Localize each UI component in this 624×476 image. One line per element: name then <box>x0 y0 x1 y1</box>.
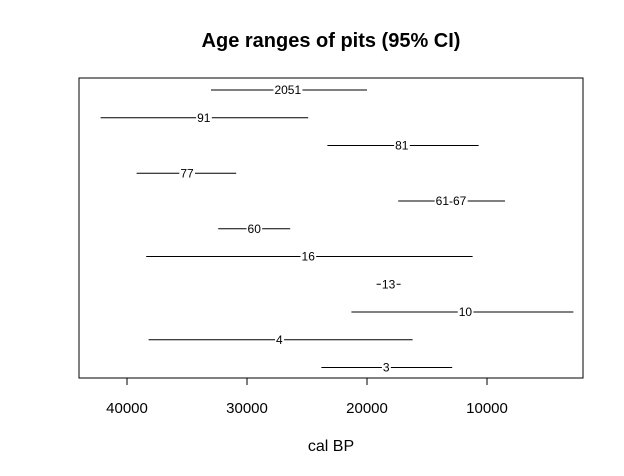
interval-label-bg <box>457 305 474 319</box>
x-tick-label: 30000 <box>226 400 268 417</box>
interval-label: 2051 <box>274 83 301 97</box>
interval-group: 2051 91 81 77 61-67 60 16 13 10 4 3 <box>100 83 574 375</box>
interval-label-bg <box>380 277 397 292</box>
interval-label: 91 <box>197 111 211 125</box>
interval-label-bg <box>196 110 212 125</box>
x-tick-label: 20000 <box>346 400 388 417</box>
interval-label-bg <box>381 360 391 375</box>
interval-label: 10 <box>459 305 473 319</box>
interval-label-bg <box>273 83 303 97</box>
interval-label: 77 <box>180 166 194 180</box>
interval-label: 81 <box>395 139 409 153</box>
interval-label: 3 <box>383 361 390 375</box>
plot-frame <box>78 77 584 379</box>
interval-label-bg <box>179 166 195 181</box>
interval-label: 60 <box>248 222 262 236</box>
x-axis-label: cal BP <box>308 438 354 455</box>
x-tick-label: 40000 <box>106 400 148 417</box>
interval-label-bg <box>300 249 317 264</box>
x-tick-label: 10000 <box>466 400 508 417</box>
interval-label: 16 <box>302 250 316 264</box>
interval-label: 4 <box>276 333 283 347</box>
interval-label: 61-67 <box>436 194 467 208</box>
interval-label-bg <box>394 138 410 153</box>
interval-label-bg <box>275 332 285 347</box>
interval-label-bg <box>246 221 263 236</box>
chart-title: Age ranges of pits (95% CI) <box>202 30 461 52</box>
interval-label-bg <box>434 194 468 208</box>
x-axis: 40000 30000 20000 10000 <box>106 377 508 417</box>
interval-label: 13 <box>382 277 396 291</box>
